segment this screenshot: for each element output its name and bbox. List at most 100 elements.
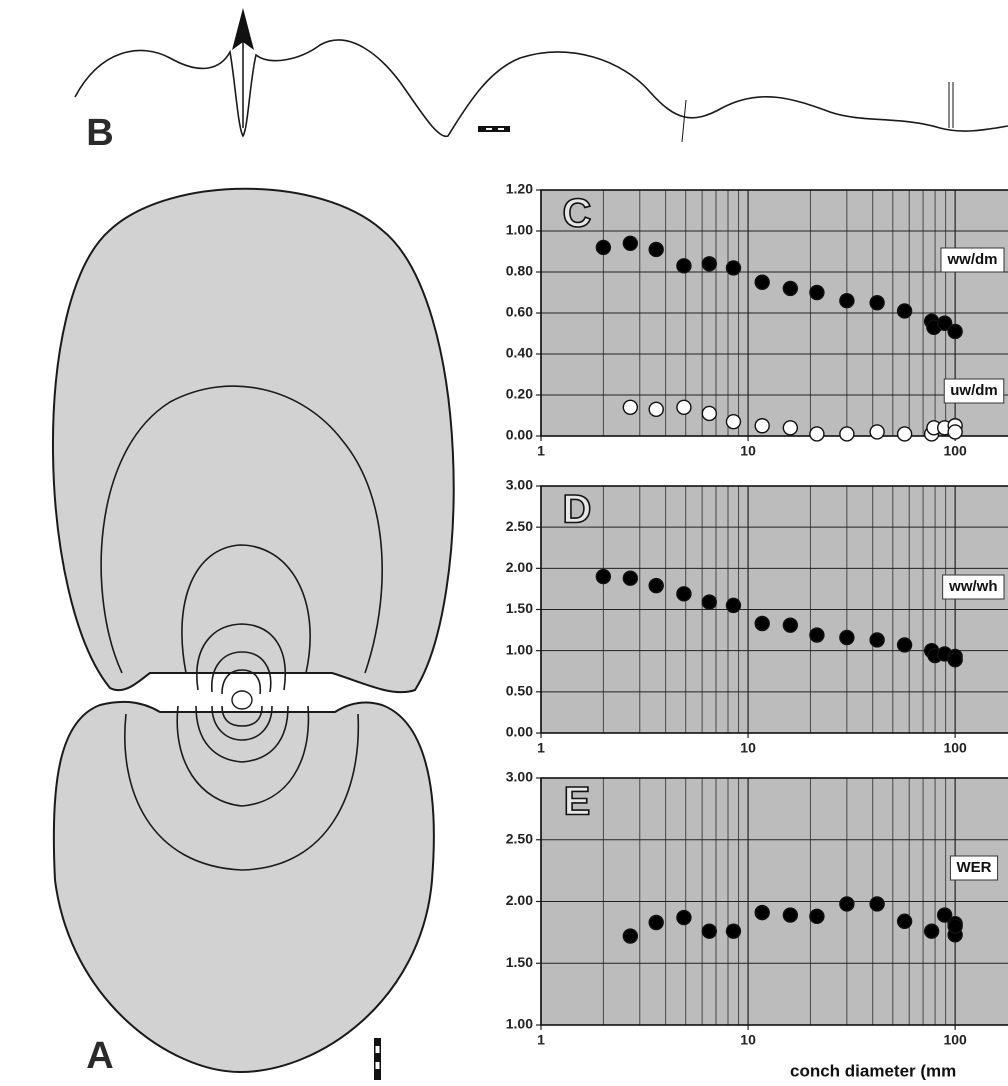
y-tick-label: 1.00 (506, 1016, 533, 1032)
series-label: WER (957, 859, 992, 876)
data-point (869, 295, 885, 311)
data-point (947, 424, 963, 440)
data-point (676, 909, 692, 926)
data-point (648, 577, 664, 594)
x-tick-label: 10 (740, 443, 756, 459)
data-point (809, 426, 825, 442)
data-point (725, 260, 742, 276)
data-point (782, 617, 799, 633)
data-point (725, 923, 742, 939)
data-point (896, 426, 913, 442)
data-point (595, 239, 612, 256)
data-point (782, 420, 799, 436)
y-tick-label: 3.00 (506, 477, 533, 493)
series-label: ww/wh (948, 578, 997, 595)
data-point (947, 323, 963, 340)
data-point (701, 594, 718, 610)
data-point (754, 615, 770, 632)
data-point (595, 568, 612, 585)
panel-letter: C (563, 192, 592, 236)
y-tick-label: 1.00 (506, 641, 533, 657)
x-tick-label: 10 (740, 740, 756, 756)
y-tick-label: 0.00 (506, 724, 533, 740)
data-point (782, 280, 799, 297)
x-tick-label: 1 (537, 1032, 545, 1048)
data-point (839, 629, 855, 646)
x-tick-label: 100 (943, 443, 967, 459)
data-point (782, 907, 799, 923)
data-point (839, 293, 855, 309)
data-point (622, 399, 639, 415)
data-point (839, 896, 855, 912)
y-tick-label: 2.00 (506, 559, 533, 575)
data-point (622, 570, 639, 586)
panel-letter: A (86, 1035, 113, 1077)
data-point (809, 908, 825, 925)
y-tick-label: 0.50 (506, 683, 533, 699)
y-tick-label: 1.50 (506, 600, 533, 616)
data-point (648, 401, 664, 418)
plot-frame (540, 189, 1008, 437)
data-point (947, 918, 963, 934)
panel-letter: B (86, 112, 113, 154)
data-point (869, 632, 885, 648)
series-label-box (943, 378, 1005, 404)
data-point (701, 256, 718, 272)
data-point (936, 315, 953, 331)
data-point (754, 418, 770, 434)
data-point (648, 914, 664, 931)
cross-section-drawing (51, 187, 455, 1080)
x-tick-label: 1 (537, 443, 545, 459)
data-point (648, 241, 664, 258)
data-point (676, 586, 692, 602)
data-point (676, 258, 692, 274)
series-label-box (949, 855, 999, 881)
data-point (869, 424, 885, 440)
y-tick-label: 0.00 (506, 427, 533, 443)
data-point (701, 923, 718, 939)
x-tick-label: 100 (943, 1032, 967, 1048)
y-tick-label: 2.50 (506, 518, 533, 534)
y-tick-label: 0.80 (506, 263, 533, 279)
data-point (622, 928, 639, 944)
suture-drawing (74, 8, 1008, 143)
data-point (947, 652, 963, 668)
data-point (622, 235, 639, 252)
data-point (896, 637, 913, 653)
x-tick-label: 10 (740, 1032, 756, 1048)
y-tick-label: 1.20 (506, 181, 533, 197)
series-label-box (942, 574, 1005, 600)
data-point (936, 907, 953, 923)
x-tick-label: 100 (943, 740, 967, 756)
y-tick-label: 0.60 (506, 304, 533, 320)
series-label: uw/dm (950, 382, 998, 399)
series-label: ww/dm (946, 251, 997, 268)
y-tick-label: 1.00 (506, 222, 533, 238)
y-tick-label: 0.40 (506, 345, 533, 361)
data-point (809, 627, 825, 643)
data-point (896, 303, 913, 319)
data-point (725, 597, 742, 614)
y-tick-label: 1.50 (506, 954, 533, 970)
plot-frame (540, 485, 1008, 734)
data-point (809, 284, 825, 301)
data-point (839, 426, 855, 442)
y-tick-label: 2.00 (506, 892, 533, 908)
data-point (754, 274, 770, 290)
data-point (869, 896, 885, 912)
data-point (896, 913, 913, 929)
plot-frame (540, 777, 1008, 1026)
x-axis-title: conch diameter (mm (790, 1061, 956, 1080)
data-point (676, 399, 692, 415)
x-tick-label: 1 (537, 740, 545, 756)
series-label-box (940, 247, 1005, 273)
panel-letter: E (564, 780, 591, 824)
data-point (754, 904, 770, 921)
y-tick-label: 0.20 (506, 386, 533, 402)
data-point (701, 405, 718, 422)
data-point (923, 923, 940, 939)
panel-letter: D (563, 488, 592, 532)
data-point (725, 413, 742, 430)
y-tick-label: 2.50 (506, 830, 533, 846)
